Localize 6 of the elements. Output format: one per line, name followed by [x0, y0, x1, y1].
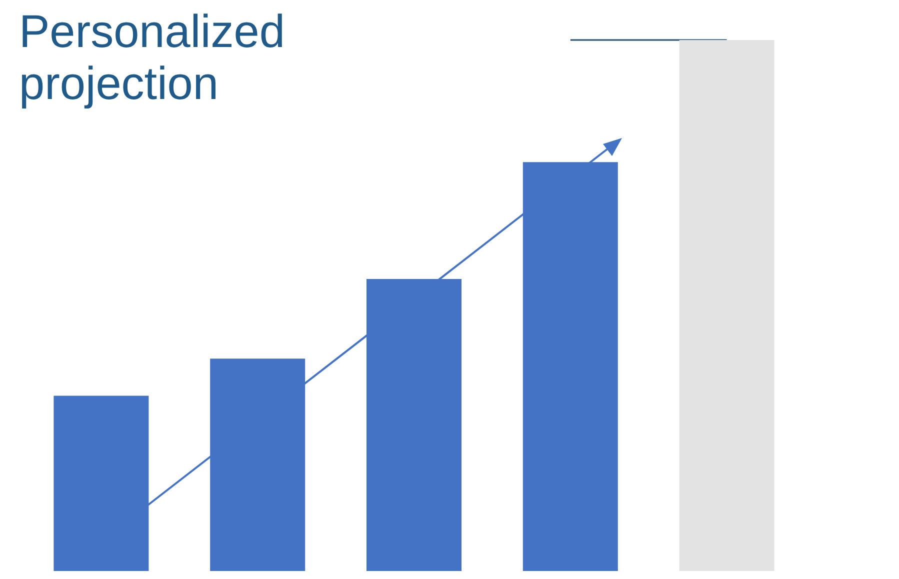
bar — [210, 358, 306, 571]
bar — [679, 40, 774, 571]
bar — [54, 396, 149, 571]
chart-title: Personalized projection — [19, 5, 298, 109]
bar — [366, 278, 462, 571]
bar — [522, 162, 618, 571]
